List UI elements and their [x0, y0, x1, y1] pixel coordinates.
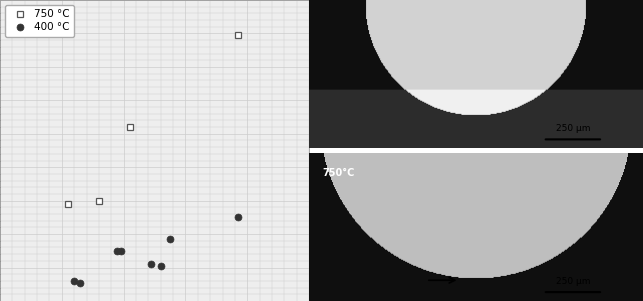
Legend: 750 °C, 400 °C: 750 °C, 400 °C	[5, 5, 74, 37]
Text: 750°C: 750°C	[323, 168, 355, 178]
Text: 250 μm: 250 μm	[556, 124, 590, 133]
Text: 250 μm: 250 μm	[556, 277, 590, 286]
